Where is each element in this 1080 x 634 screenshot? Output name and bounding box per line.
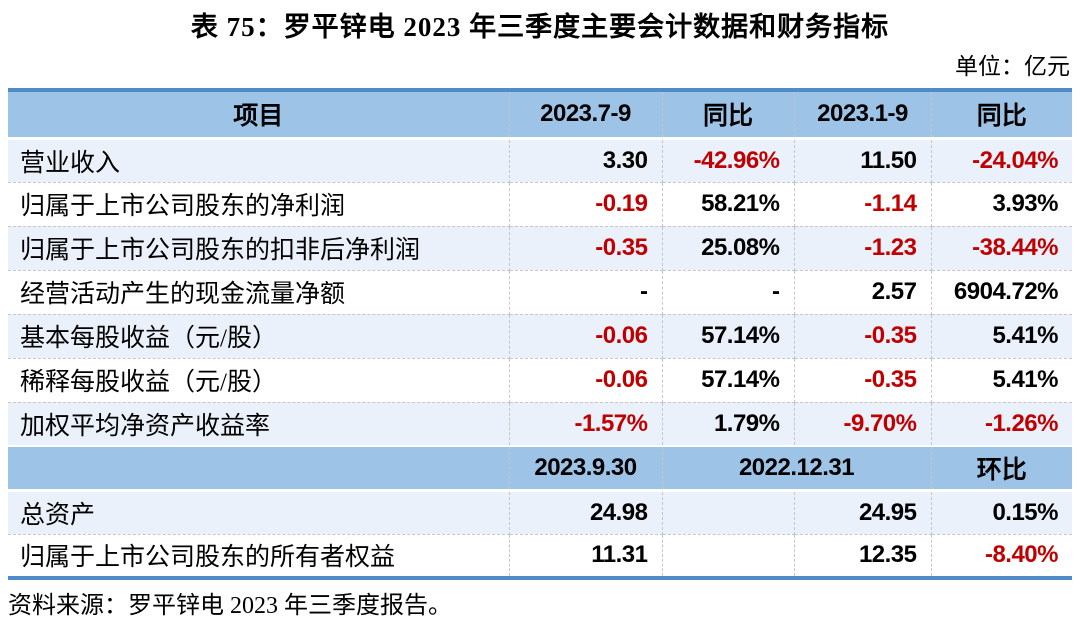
report-page: 表 75：罗平锌电 2023 年三季度主要会计数据和财务指标 单位：亿元 项目 …: [0, 8, 1080, 634]
table-row: 总资产 24.98 24.95 0.15%: [8, 490, 1072, 535]
source-note: 资料来源：罗平锌电 2023 年三季度报告。: [8, 593, 452, 619]
header-cell-item: 项目: [8, 90, 510, 140]
header-cell-9m: 2023.1-9: [794, 90, 932, 140]
cell-value: 0.15%: [931, 490, 1072, 535]
balance-header: 2023.9.30 2022.12.31 环比: [8, 445, 1072, 492]
cell-value: -38.44%: [931, 226, 1072, 271]
cell-value: 3.30: [509, 138, 663, 183]
cell-value: -1.23: [794, 226, 932, 271]
table-row: 加权平均净资产收益率 -1.57% 1.79% -9.70% -1.26%: [8, 402, 1072, 446]
table-title: 表 75：罗平锌电 2023 年三季度主要会计数据和财务指标: [190, 12, 890, 42]
cell-value: -0.35: [794, 358, 932, 403]
header-cell-date-2023: 2023.9.30: [509, 445, 663, 492]
cell-value: -9.70%: [794, 402, 932, 446]
cell-value: 3.93%: [931, 182, 1072, 227]
header-cell-yoy-2: 同比: [931, 90, 1072, 140]
table-row: 基本每股收益（元/股） -0.06 57.14% -0.35 5.41%: [8, 314, 1072, 359]
table-row: 营业收入 3.30 -42.96% 11.50 -24.04%: [8, 138, 1072, 183]
row-label: 归属于上市公司股东的所有者权益: [8, 534, 510, 578]
cell-value: 11.50: [794, 138, 932, 183]
cell-value: 1.79%: [662, 402, 795, 446]
unit-label: 单位：亿元: [955, 54, 1070, 79]
cell-value: -0.19: [509, 182, 663, 227]
cell-value: -1.14: [794, 182, 932, 227]
row-label: 营业收入: [8, 138, 510, 183]
cell-value: [662, 534, 795, 578]
header-cell-yoy-1: 同比: [662, 90, 795, 140]
cell-value: -0.06: [509, 314, 663, 359]
financial-table: 项目 2023.7-9 同比 2023.1-9 同比 营业收入 3.30 -42.9…: [8, 88, 1072, 580]
cell-value: 24.95: [794, 490, 932, 535]
row-label: 归属于上市公司股东的扣非后净利润: [8, 226, 510, 271]
table-row: 归属于上市公司股东的净利润 -0.19 58.21% -1.14 3.93%: [8, 182, 1072, 227]
header-cell-date-2022: 2022.12.31: [662, 445, 932, 492]
cell-value: -0.35: [509, 226, 663, 271]
cell-value: 5.41%: [931, 314, 1072, 359]
cell-value: -0.06: [509, 358, 663, 403]
cell-value: 2.57: [794, 270, 932, 315]
cell-value: -1.26%: [931, 402, 1072, 446]
cell-value: -0.35: [794, 314, 932, 359]
cell-value: 11.31: [509, 534, 663, 578]
cell-value: 25.08%: [662, 226, 795, 271]
header-cell-blank: [8, 445, 510, 492]
cell-value: 58.21%: [662, 182, 795, 227]
balance-rows: 总资产 24.98 24.95 0.15% 归属于上市公司股东的所有者权益 11.31 12…: [8, 490, 1072, 578]
cell-value: [662, 490, 795, 535]
row-label: 总资产: [8, 490, 510, 535]
cell-value: 57.14%: [662, 314, 795, 359]
cell-value: 12.35: [794, 534, 932, 578]
row-label: 稀释每股收益（元/股）: [8, 358, 510, 403]
row-label: 经营活动产生的现金流量净额: [8, 270, 510, 315]
cell-value: -8.40%: [931, 534, 1072, 578]
header-row-balance: 2023.9.30 2022.12.31 环比: [8, 445, 1072, 492]
cell-value: -: [509, 270, 663, 315]
row-label: 加权平均净资产收益率: [8, 402, 510, 446]
cell-value: 5.41%: [931, 358, 1072, 403]
table-row: 稀释每股收益（元/股） -0.06 57.14% -0.35 5.41%: [8, 358, 1072, 403]
cell-value: -42.96%: [662, 138, 795, 183]
cell-value: -: [662, 270, 795, 315]
cell-value: 6904.72%: [931, 270, 1072, 315]
table-row: 经营活动产生的现金流量净额 - -2.57 6904.72%: [8, 270, 1072, 315]
header-cell-qoq: 环比: [931, 445, 1072, 492]
table-row: 归属于上市公司股东的所有者权益 11.31 12.35 -8.40%: [8, 534, 1072, 578]
row-label: 基本每股收益（元/股）: [8, 314, 510, 359]
table-row: 归属于上市公司股东的扣非后净利润 -0.35 25.08% -1.23 -38.44%: [8, 226, 1072, 271]
cell-value: 57.14%: [662, 358, 795, 403]
row-label: 归属于上市公司股东的净利润: [8, 182, 510, 227]
header-cell-q3: 2023.7-9: [509, 90, 663, 140]
cell-value: -24.04%: [931, 138, 1072, 183]
header-row-period: 项目 2023.7-9 同比 2023.1-9 同比: [8, 90, 1072, 140]
cell-value: -1.57%: [509, 402, 663, 446]
income-rows: 营业收入 3.30 -42.96% 11.50 -24.04% 归属于上市公司股东的净利润…: [8, 138, 1072, 446]
cell-value: 24.98: [509, 490, 663, 535]
